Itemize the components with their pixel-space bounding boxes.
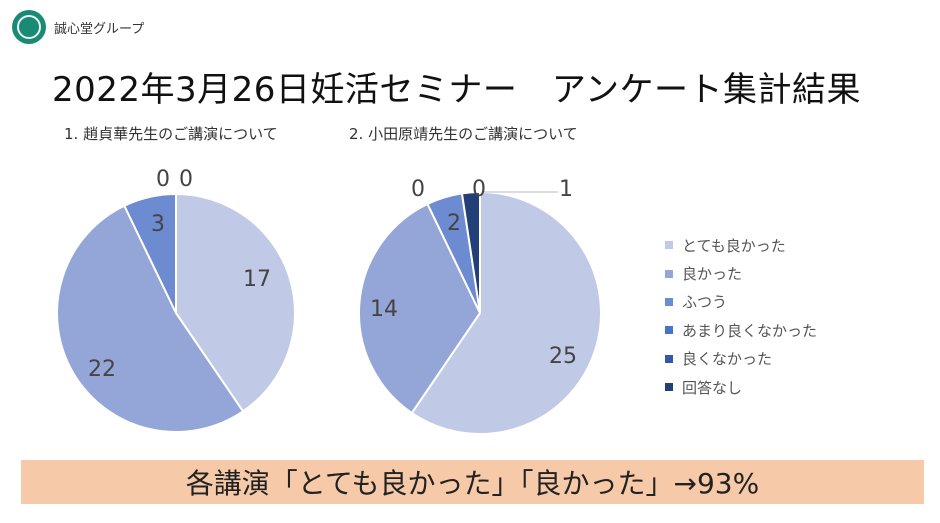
data-label: 2 bbox=[447, 211, 461, 236]
pie-slice bbox=[123, 192, 177, 314]
legend-item: 良くなかった bbox=[665, 345, 817, 373]
logo: 誠心堂グループ bbox=[12, 10, 144, 44]
pie-slice bbox=[358, 202, 482, 415]
legend-swatch bbox=[665, 383, 673, 392]
legend-label: 回答なし bbox=[682, 378, 743, 397]
pie-slice bbox=[55, 204, 245, 434]
legend-swatch bbox=[665, 297, 673, 306]
data-label: 0 bbox=[411, 177, 425, 202]
summary-banner: 各講演「とても良かった」「良かった」→93% bbox=[21, 460, 924, 504]
data-label: 14 bbox=[370, 297, 398, 322]
data-label: 22 bbox=[88, 357, 116, 382]
legend-item: 回答なし bbox=[665, 373, 817, 401]
data-label: 3 bbox=[151, 212, 165, 237]
data-label: 0 bbox=[472, 177, 486, 202]
legend-item: あまり良くなかった bbox=[665, 316, 817, 344]
page-title: 2022年3月26日妊活セミナー アンケート集計結果 bbox=[52, 70, 862, 110]
chart-2-title: 2. 小田原靖先生のご講演について bbox=[349, 125, 578, 143]
data-label: 25 bbox=[549, 344, 577, 369]
pie-slice bbox=[410, 190, 602, 435]
legend-label: とても良かった bbox=[682, 236, 786, 255]
pie-slice bbox=[460, 190, 481, 314]
org-name: 誠心堂グループ bbox=[54, 21, 145, 37]
data-label: 0 bbox=[156, 167, 170, 192]
data-label: 0 bbox=[179, 167, 193, 192]
legend-item: とても良かった bbox=[665, 231, 817, 259]
logo-icon bbox=[12, 10, 46, 44]
legend-item: 良かった bbox=[665, 259, 817, 287]
legend-swatch bbox=[665, 326, 673, 335]
legend-swatch bbox=[665, 269, 673, 278]
legend-label: 良かった bbox=[682, 265, 743, 284]
chart-1-title: 1. 趙貞華先生のご講演について bbox=[64, 125, 278, 143]
data-label: 17 bbox=[243, 267, 271, 292]
data-label: 1 bbox=[559, 177, 573, 202]
legend-swatch bbox=[665, 241, 673, 250]
pie-slice bbox=[175, 192, 296, 413]
legend-label: あまり良くなかった bbox=[682, 321, 818, 340]
chart-legend: とても良かった 良かった ふつう あまり良くなかった 良くなかった 回答なし bbox=[665, 231, 817, 401]
legend-swatch bbox=[665, 354, 673, 363]
legend-label: ふつう bbox=[682, 293, 728, 312]
legend-item: ふつう bbox=[665, 288, 817, 316]
legend-label: 良くなかった bbox=[682, 350, 773, 369]
